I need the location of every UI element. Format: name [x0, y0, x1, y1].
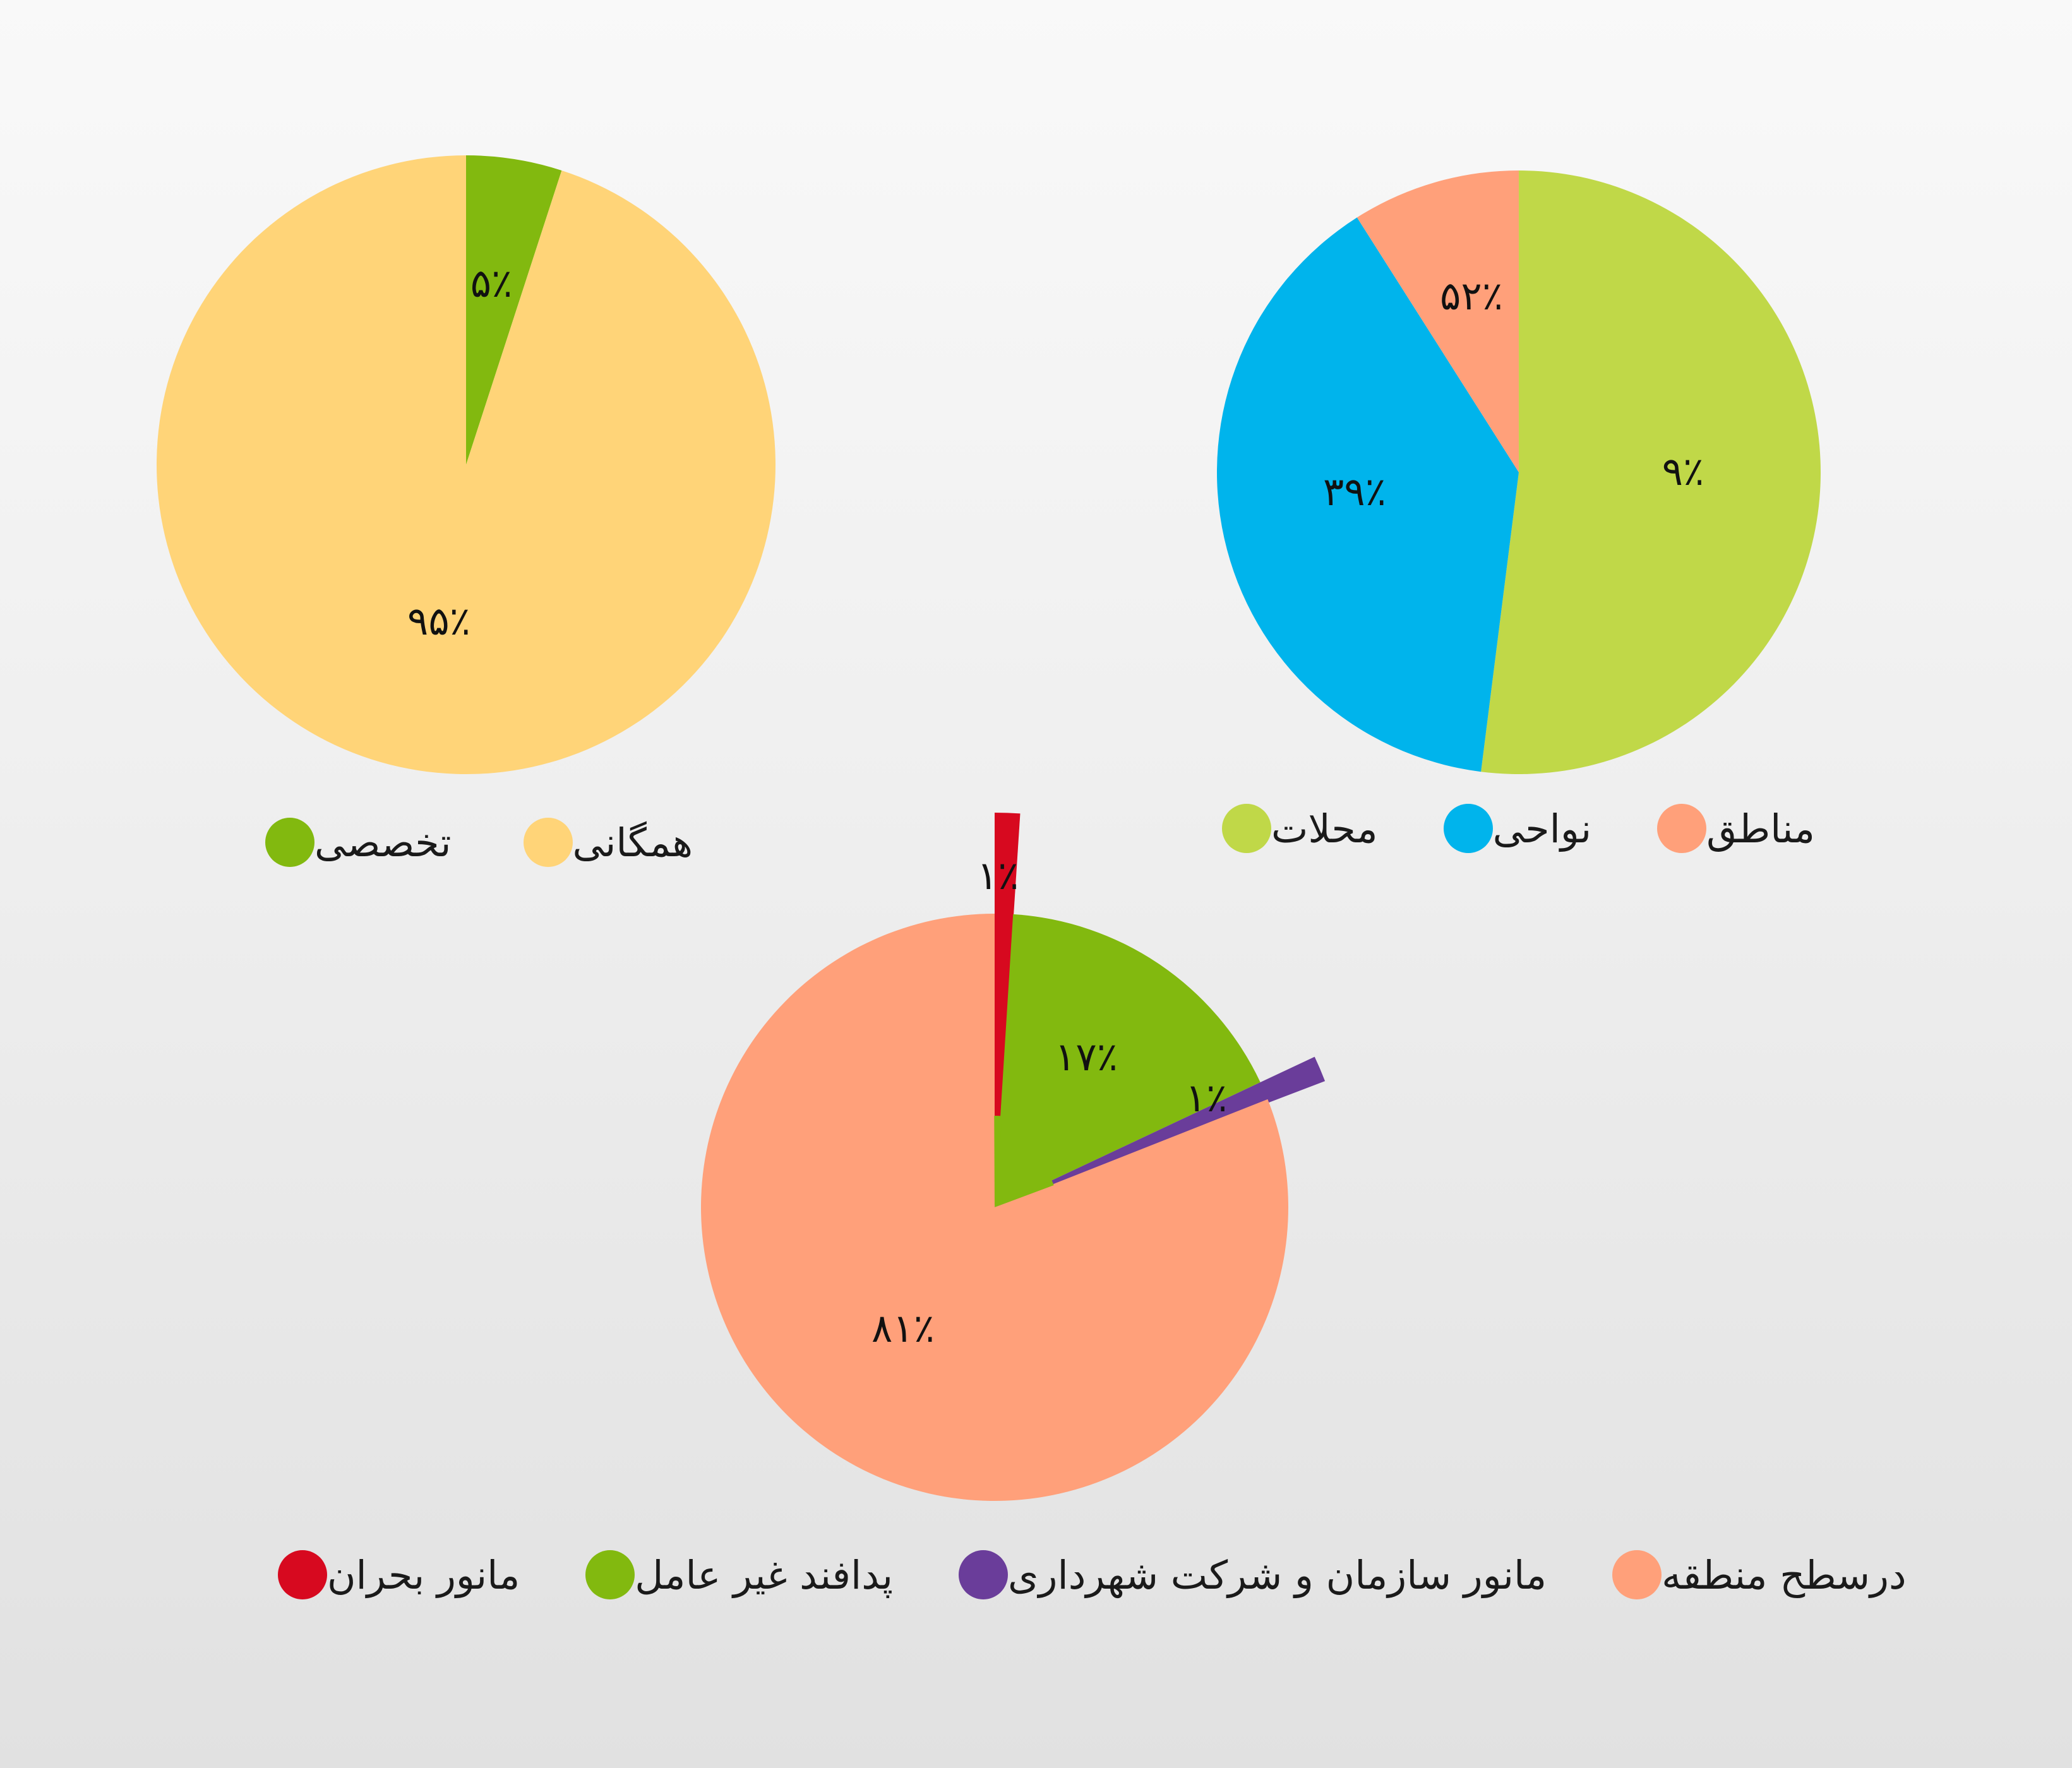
pie-c2-value-label-2: ۹٪: [1662, 448, 1704, 494]
legend-label-c1-0: تخصصی: [314, 819, 452, 866]
legend-item-c1-1: همگانی: [523, 818, 715, 867]
legend-swatch-c3-2: [959, 1550, 1009, 1599]
legend-label-c2-0: محلات: [1271, 805, 1378, 852]
legend-label-c2-2: مناطق: [1706, 805, 1815, 852]
legend-delivery-type: تخصصی همگانی: [265, 818, 765, 867]
pie-c1-value-label-1: ۹۵٪: [407, 598, 470, 644]
legend-item-c1-0: تخصصی: [265, 818, 473, 867]
legend-item-c3-3: درسطح منطقه: [1612, 1550, 1927, 1599]
legend-drill-type: مانور بحران پدافند غیر عامل مانور سازمان و…: [278, 1550, 1972, 1599]
pie-c3-value-label-0: ۱٪: [977, 852, 1019, 899]
legend-item-c3-1: پدافند غیر عامل: [585, 1550, 914, 1599]
pie-chart-delivery-type: ۵٪ ۹۵٪: [157, 155, 776, 775]
legend-label-c3-2: مانور سازمان و شرکت شهرداری: [1008, 1551, 1547, 1598]
pie-chart-geographic-level: ۵۲٪ ۳۹٪ ۹٪: [1216, 170, 1821, 774]
legend-label-c3-1: پدافند غیر عامل: [635, 1551, 894, 1598]
legend-swatch-c1-0: [265, 818, 314, 867]
pie-c3-value-label-1: ۱۷٪: [1055, 1034, 1118, 1080]
pie-c2-slice-1: [1216, 217, 1519, 772]
legend-label-c3-0: مانور بحران: [327, 1551, 520, 1598]
legend-geographic-level: محلات نواحی مناطق: [1222, 804, 1881, 853]
legend-item-c2-0: محلات: [1222, 804, 1399, 853]
legend-swatch-c2-1: [1443, 804, 1493, 853]
legend-label-c2-1: نواحی: [1492, 805, 1592, 852]
pie-c3-slice-2-gap: [995, 1180, 1054, 1207]
legend-item-c3-2: مانور سازمان و شرکت شهرداری: [959, 1550, 1568, 1599]
legend-swatch-c3-1: [585, 1550, 635, 1599]
pie-c2-value-label-0: ۵۲٪: [1440, 273, 1503, 319]
pie-chart-drill-type: ۱٪ ۱۷٪ ۱٪ ۸۱٪: [701, 813, 1326, 1501]
pie-c1-slice-0: [466, 155, 562, 465]
pie-c3-slice-3: [701, 914, 1289, 1501]
legend-label-c1-1: همگانی: [572, 819, 693, 866]
pie-c2-slice-0: [1481, 170, 1821, 774]
pie-c3-value-label-2: ۱٪: [1185, 1075, 1228, 1121]
pie-c3-slice-2: [995, 1056, 1326, 1207]
legend-label-c3-3: درسطح منطقه: [1662, 1551, 1907, 1598]
legend-item-c3-0: مانور بحران: [278, 1550, 541, 1599]
pie-c3-slice-0-gap: [994, 1116, 1002, 1207]
pie-c2-slice-2: [1356, 170, 1519, 472]
legend-swatch-c3-0: [278, 1550, 327, 1599]
legend-swatch-c3-3: [1612, 1550, 1662, 1599]
legend-swatch-c2-2: [1657, 804, 1707, 853]
legend-item-c2-2: مناطق: [1657, 804, 1836, 853]
legend-item-c2-1: نواحی: [1443, 804, 1614, 853]
pie-c1-slice-1: [157, 155, 776, 775]
pie-c2-value-label-1: ۳۹٪: [1323, 469, 1386, 515]
pie-c3-value-label-3: ۸۱٪: [871, 1305, 935, 1351]
legend-swatch-c2-0: [1222, 804, 1271, 853]
pie-c3-slice-1: [995, 914, 1261, 1207]
pie-c1-value-label-0: ۵٪: [470, 260, 513, 306]
legend-swatch-c1-1: [523, 818, 573, 867]
